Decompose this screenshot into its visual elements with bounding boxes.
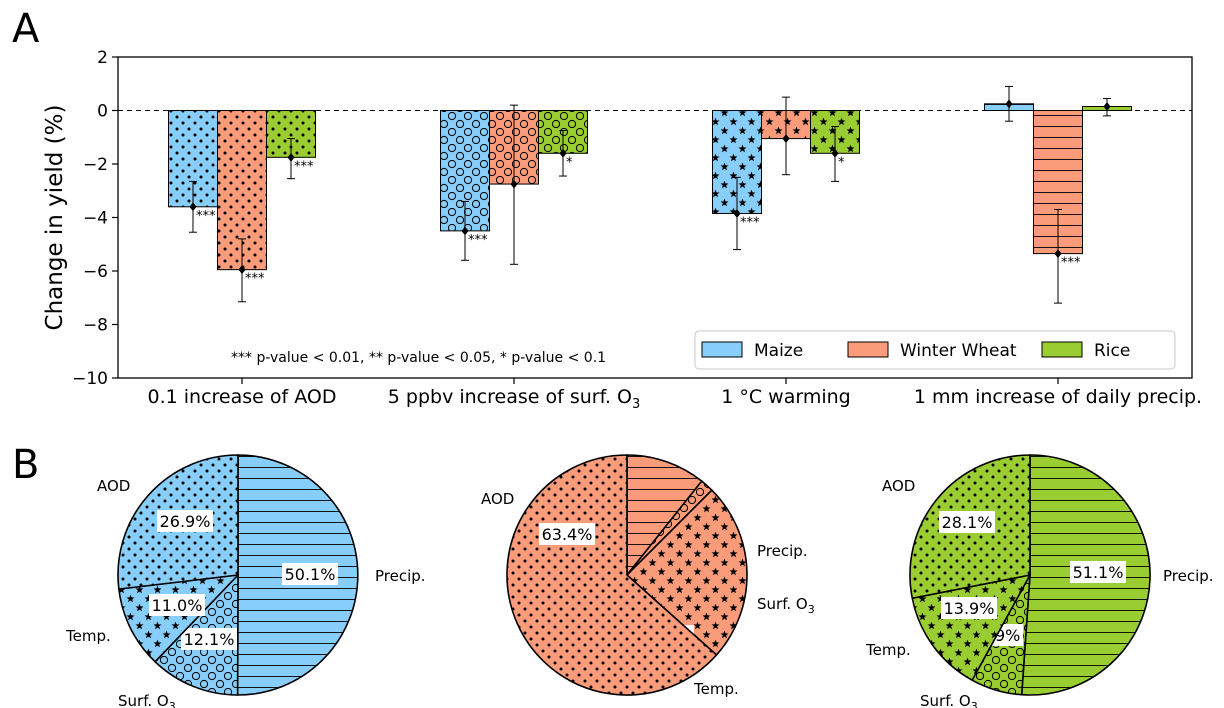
pie-slice bbox=[626, 489, 748, 656]
legend-swatch bbox=[701, 341, 743, 358]
pie-slice-label: Surf. O3 bbox=[920, 692, 978, 708]
pie-slice-label: Surf. O3 bbox=[118, 692, 176, 708]
mean-marker bbox=[831, 148, 839, 158]
x-tick-label: 0.1 increase of AOD bbox=[148, 386, 337, 408]
mean-marker bbox=[189, 202, 197, 212]
panel-label-a: A bbox=[12, 6, 40, 52]
legend-box bbox=[694, 330, 1176, 370]
mean-marker bbox=[559, 148, 567, 158]
legend-label: Maize bbox=[754, 341, 803, 361]
y-axis-label: Change in yield (%) bbox=[42, 105, 68, 331]
pct-label: 28.1% bbox=[942, 513, 993, 532]
pie-slice-label: Precip. bbox=[757, 542, 808, 560]
pie-maize: Precip. 50.1% Surf. O3 12.1% Temp. 11.0% AOD 26… bbox=[65, 454, 426, 708]
panel-label-b: B bbox=[12, 442, 39, 488]
legend-swatch bbox=[847, 341, 889, 358]
mean-marker bbox=[1054, 249, 1062, 259]
pie-slice bbox=[506, 454, 718, 696]
mean-marker bbox=[238, 265, 246, 275]
pie-slice-label: AOD bbox=[481, 490, 514, 508]
mean-marker bbox=[1005, 99, 1013, 109]
pie-slice-label: Precip. bbox=[375, 567, 426, 585]
y-tick-label: −8 bbox=[83, 316, 108, 336]
pct-label-box bbox=[181, 628, 237, 650]
y-tick-label: −10 bbox=[72, 369, 108, 389]
y-tick-label: −6 bbox=[83, 262, 108, 282]
y-tick-label: 2 bbox=[97, 48, 108, 68]
significance-label: *** bbox=[468, 233, 488, 248]
significance-label: * bbox=[838, 155, 845, 170]
significance-label: *** bbox=[740, 215, 760, 230]
pie-slice-label: AOD bbox=[97, 477, 130, 495]
pie-slice-label: AOD bbox=[882, 477, 915, 495]
mean-marker bbox=[510, 179, 518, 189]
plot-frame bbox=[117, 56, 1193, 379]
pie-winter-wheat: Precip.10.7%Surf. O31.8%Temp.24.1%AOD63.… bbox=[481, 454, 815, 698]
legend-label: Winter Wheat bbox=[900, 341, 1017, 361]
mean-marker bbox=[782, 134, 790, 144]
pie-slice-label: Temp. bbox=[693, 680, 739, 698]
x-tick-label: 5 ppbv increase of surf. O3 bbox=[388, 386, 640, 412]
y-tick-label: 0 bbox=[97, 102, 108, 122]
pct-label: 11.0% bbox=[152, 596, 203, 615]
pie-slice-label: Surf. O3 bbox=[757, 595, 815, 616]
pie-slice-label: Temp. bbox=[65, 627, 111, 645]
pie-slice-label: Precip. bbox=[1163, 567, 1214, 585]
mean-marker bbox=[287, 152, 295, 162]
p-value-annotation: *** p-value < 0.01, ** p-value < 0.05, *… bbox=[231, 350, 606, 366]
mean-marker bbox=[461, 226, 469, 236]
legend-label: Rice bbox=[1094, 341, 1130, 361]
pct-label-box bbox=[939, 511, 995, 533]
pct-label: 26.9% bbox=[160, 512, 211, 531]
pct-label: 63.4% bbox=[542, 525, 593, 544]
significance-label: *** bbox=[1061, 256, 1081, 271]
pct-label-box bbox=[941, 597, 997, 619]
significance-label: * bbox=[566, 155, 573, 170]
x-tick-label: 1 mm increase of daily precip. bbox=[914, 386, 1202, 408]
pie-slice bbox=[118, 574, 239, 663]
pie-rice: Precip.51.1%Surf. O36.9%Temp.13.9%AOD28.… bbox=[865, 454, 1214, 708]
pie-slice-label: Temp. bbox=[865, 641, 911, 659]
y-tick-label: −4 bbox=[83, 209, 108, 229]
significance-label: *** bbox=[294, 159, 314, 174]
pct-label-box bbox=[157, 510, 213, 532]
significance-label: *** bbox=[245, 272, 265, 287]
significance-label: *** bbox=[196, 209, 216, 224]
pct-label-box bbox=[1070, 561, 1126, 583]
pie-slice bbox=[626, 454, 703, 576]
legend-swatch bbox=[1041, 341, 1083, 358]
pct-label: 13.9% bbox=[944, 599, 995, 618]
pct-label: 50.1% bbox=[285, 565, 336, 584]
y-tick-label: −2 bbox=[83, 155, 108, 175]
pct-label-box bbox=[282, 563, 338, 585]
mean-marker bbox=[1103, 101, 1111, 111]
mean-marker bbox=[733, 208, 741, 218]
x-tick-label: 1 °C warming bbox=[721, 386, 850, 408]
legend: Maize Winter Wheat Rice bbox=[694, 330, 1176, 370]
pie-charts: Precip. 50.1% Surf. O3 12.1% Temp. 11.0% AOD 26… bbox=[65, 454, 1214, 708]
pct-label: 12.1% bbox=[184, 630, 235, 649]
pct-label: 51.1% bbox=[1073, 563, 1124, 582]
pct-label-box bbox=[539, 523, 595, 545]
pct-label-box bbox=[149, 594, 205, 616]
